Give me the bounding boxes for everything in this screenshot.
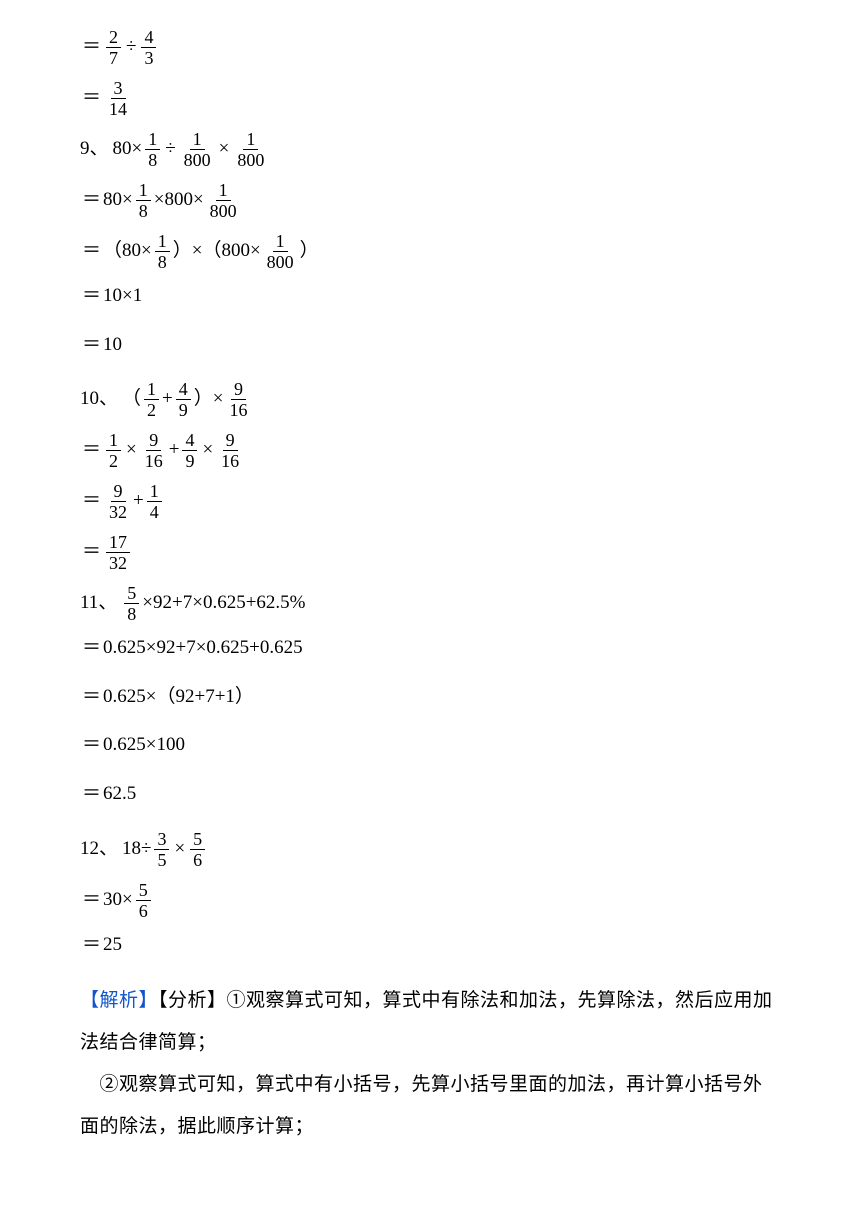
math-text: 18÷ [122, 836, 151, 863]
math-text: 80× [113, 136, 143, 163]
math-line: ＝0.625×（92+7+1） [80, 684, 780, 711]
equals-sign: ＝ [82, 732, 101, 759]
math-text: 0.625×92+7×0.625+0.625 [103, 635, 303, 662]
fraction: 49 [182, 431, 197, 470]
equals-sign: ＝ [82, 488, 101, 515]
math-line: 12、18÷35×56 [80, 830, 780, 869]
math-line: ＝314 [80, 79, 780, 118]
math-text: 62.5 [103, 781, 136, 808]
fraction: 49 [176, 380, 191, 419]
math-content: ＝27÷43＝3149、80×18÷1800×1800＝80×18×800×18… [80, 28, 780, 958]
equals-sign: ＝ [82, 887, 101, 914]
math-text: 30× [103, 887, 133, 914]
fraction: 56 [190, 830, 205, 869]
math-text: ×92+7×0.625+62.5% [142, 590, 305, 617]
math-text: 80× [103, 187, 133, 214]
problem-number: 12、 [80, 836, 118, 863]
equals-sign: ＝ [82, 85, 101, 112]
math-line: 11、 58×92+7×0.625+62.5% [80, 584, 780, 623]
equals-sign: ＝ [82, 187, 101, 214]
math-line: 10、（12+49）×916 [80, 380, 780, 419]
math-line: ＝27÷43 [80, 28, 780, 67]
operator: × [174, 836, 185, 863]
math-text: ）×（800× [173, 238, 261, 265]
fraction: 916 [142, 431, 166, 470]
fraction: 932 [106, 482, 130, 521]
fraction: 14 [147, 482, 162, 521]
equals-sign: ＝ [82, 283, 101, 310]
equals-sign: ＝ [82, 332, 101, 359]
math-line: ＝62.5 [80, 781, 780, 808]
explanation-block: 【解析】【分析】①观察算式可知，算式中有除法和加法，先算除法，然后应用加法结合律… [80, 980, 780, 1147]
operator: × [202, 437, 213, 464]
fraction: 18 [155, 232, 170, 271]
fraction: 1800 [264, 232, 297, 271]
fraction: 58 [124, 584, 139, 623]
math-text: ）× [194, 386, 224, 413]
equals-sign: ＝ [82, 932, 101, 959]
math-text: 25 [103, 932, 122, 959]
operator: × [126, 437, 137, 464]
math-text: ） [300, 238, 319, 265]
equals-sign: ＝ [82, 684, 101, 711]
math-line: ＝10×1 [80, 283, 780, 310]
fraction: 27 [106, 28, 121, 67]
math-line: ＝30×56 [80, 881, 780, 920]
math-line: ＝1732 [80, 533, 780, 572]
fraction: 18 [145, 130, 160, 169]
equals-sign: ＝ [82, 539, 101, 566]
fraction: 56 [136, 881, 151, 920]
math-text: ×800× [154, 187, 204, 214]
math-text: + [169, 437, 180, 464]
equals-sign: ＝ [82, 238, 101, 265]
math-text: 0.625×100 [103, 732, 185, 759]
fraction: 12 [144, 380, 159, 419]
fraction: 43 [141, 28, 156, 67]
math-line: ＝80×18×800×1800 [80, 181, 780, 220]
equals-sign: ＝ [82, 781, 101, 808]
analysis-label: 【解析】 [80, 990, 158, 1011]
math-text: 10 [103, 332, 122, 359]
math-line: ＝12×916+49×916 [80, 431, 780, 470]
math-line: ＝0.625×92+7×0.625+0.625 [80, 635, 780, 662]
operator: ÷ [126, 34, 136, 61]
math-text: 10×1 [103, 283, 142, 310]
breakdown-label: 【分析】 [158, 990, 227, 1011]
fraction: 35 [154, 830, 169, 869]
fraction: 1800 [234, 130, 267, 169]
operator: × [219, 136, 230, 163]
fraction: 314 [106, 79, 130, 118]
fraction: 916 [218, 431, 242, 470]
math-line: ＝25 [80, 932, 780, 959]
operator: ÷ [165, 136, 175, 163]
math-text: + [133, 488, 144, 515]
equals-sign: ＝ [82, 437, 101, 464]
fraction: 1800 [181, 130, 214, 169]
math-line: ＝（80×18）×（800×1800） [80, 232, 780, 271]
fraction: 18 [136, 181, 151, 220]
math-line: 9、80×18÷1800×1800 [80, 130, 780, 169]
math-text: + [162, 386, 173, 413]
problem-number: 11、 [80, 590, 117, 617]
math-line: ＝0.625×100 [80, 732, 780, 759]
math-text: （ [122, 386, 141, 413]
math-text: （80× [103, 238, 152, 265]
fraction: 12 [106, 431, 121, 470]
equals-sign: ＝ [82, 34, 101, 61]
problem-number: 9、 [80, 136, 109, 163]
equals-sign: ＝ [82, 635, 101, 662]
math-line: ＝10 [80, 332, 780, 359]
fraction: 916 [226, 380, 250, 419]
problem-number: 10、 [80, 386, 118, 413]
fraction: 1800 [207, 181, 240, 220]
fraction: 1732 [106, 533, 130, 572]
math-line: ＝932+14 [80, 482, 780, 521]
math-text: 0.625×（92+7+1） [103, 684, 254, 711]
explain-para-2: ②观察算式可知，算式中有小括号，先算小括号里面的加法，再计算小括号外面的除法，据… [80, 1064, 780, 1148]
